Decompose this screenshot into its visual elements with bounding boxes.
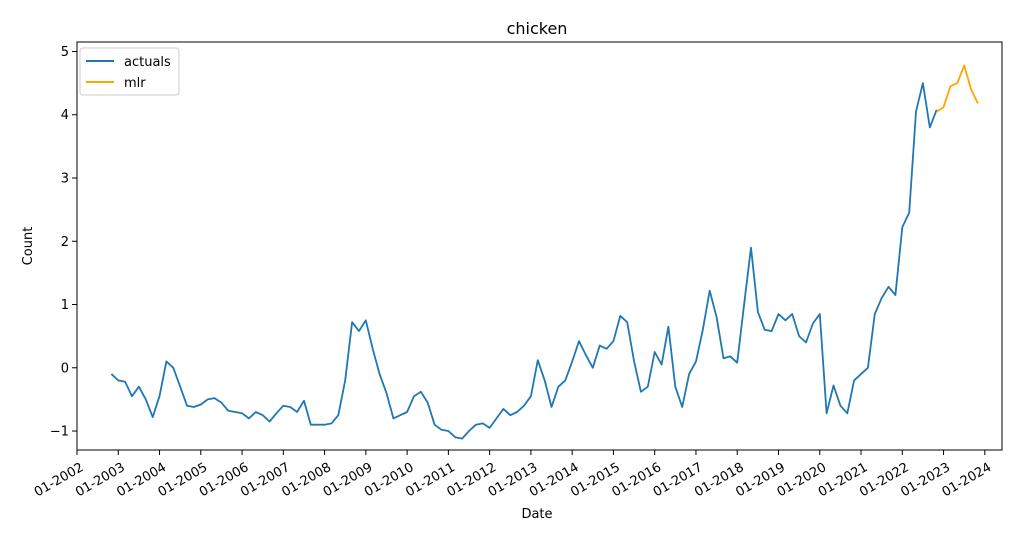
y-tick-label: 0 [61,361,69,376]
y-tick-label: 2 [61,235,69,250]
plot-frame [76,41,1003,451]
y-tick-label: −1 [50,425,69,440]
x-axis-title: Date [521,507,552,522]
y-axis-title: Count [21,227,36,266]
plot-area [110,64,979,440]
y-tick-label: 4 [61,108,69,123]
chart-title: chicken [507,19,568,38]
y-axis: −1 0 1 2 3 4 5 [50,45,77,440]
series-line-actuals [110,82,938,440]
y-tick-label: 3 [61,172,69,187]
legend-box [79,47,180,96]
legend-label-actuals: actuals [124,55,171,70]
x-axis: 01-200201-200301-200401-200501-200601-20… [32,450,994,500]
y-tick-label: 5 [61,45,69,60]
legend: actuals mlr [79,47,180,96]
y-tick-label: 1 [61,298,69,313]
series-line-mlr [936,64,979,113]
legend-label-mlr: mlr [124,76,146,91]
